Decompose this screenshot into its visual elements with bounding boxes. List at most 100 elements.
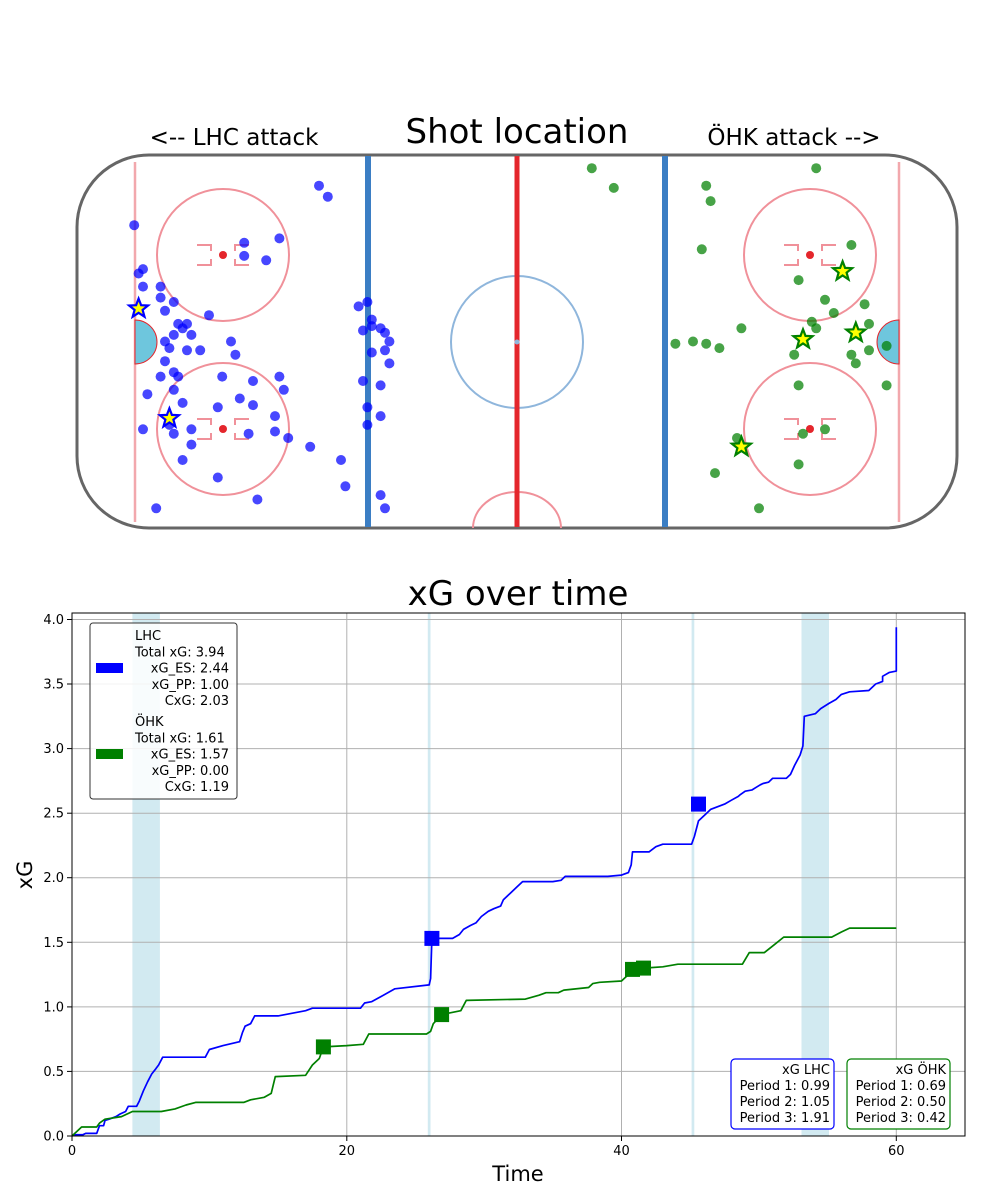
y-tick-label: 1.5	[43, 936, 64, 951]
legend-text-lhc: Total xG: 3.94	[134, 645, 225, 660]
legend-text-ohk: CxG: 1.19	[165, 780, 229, 795]
shot-point-lhc	[274, 371, 285, 382]
shot-point-lhc	[375, 490, 386, 501]
legend-text-lhc: xG_ES: 2.44	[151, 662, 229, 677]
shot-point-lhc	[358, 376, 368, 386]
shot-point-ohk	[696, 244, 707, 255]
shot-point-lhc	[164, 343, 175, 354]
goal-star-lhc	[126, 295, 152, 320]
shot-point-ohk	[701, 338, 712, 349]
shot-point-ohk	[705, 196, 716, 207]
shot-point-lhc	[212, 402, 223, 413]
shot-point-lhc	[133, 268, 144, 279]
shot-point-lhc	[362, 297, 373, 307]
shot-point-lhc	[322, 191, 333, 202]
shot-point-ohk	[859, 299, 870, 310]
legend-text-ohk: xG_PP: 0.00	[152, 764, 229, 779]
shot-point-lhc	[182, 345, 192, 356]
y-tick-label: 1.0	[43, 1000, 64, 1015]
power-play-band	[691, 613, 695, 1136]
period-box-ohk	[846, 1058, 951, 1130]
x-axis-label: Time	[491, 1162, 543, 1186]
shot-point-ohk	[864, 345, 874, 356]
shot-point-ohk	[798, 428, 808, 439]
shot-location-chart: Shot location <-- LHC attack ÖHK attack …	[75, 112, 959, 530]
period-box-text-lhc: Period 1: 0.99	[740, 1079, 830, 1094]
period-box-text-lhc: Period 3: 1.91	[740, 1111, 830, 1126]
shot-point-lhc	[151, 503, 162, 514]
shot-point-lhc	[168, 428, 179, 439]
shot-point-lhc	[186, 424, 197, 435]
shot-point-lhc	[212, 472, 223, 483]
shot-point-lhc	[234, 393, 245, 404]
shot-point-lhc	[375, 380, 386, 391]
shot-point-lhc	[160, 356, 170, 367]
shot-point-ohk	[670, 338, 681, 349]
faceoff-circle-bottom-left	[156, 362, 290, 496]
period-box-text-ohk: xG ÖHK	[896, 1061, 947, 1078]
shot-point-lhc	[252, 494, 263, 505]
legend-text-ohk: xG_ES: 1.57	[151, 748, 229, 763]
shot-point-lhc	[336, 455, 346, 465]
shot-point-lhc	[195, 345, 206, 356]
shot-point-ohk	[820, 294, 830, 305]
shot-point-ohk	[688, 336, 698, 347]
shot-point-ohk	[864, 318, 874, 329]
shot-markers	[129, 163, 892, 514]
shot-point-lhc	[186, 329, 197, 340]
shot-point-ohk	[793, 459, 804, 470]
legend-swatch-lhc	[96, 663, 123, 673]
shot-point-lhc	[270, 411, 280, 422]
shot-point-lhc	[177, 455, 188, 465]
x-tick-label: 0	[68, 1144, 76, 1159]
shot-point-lhc	[129, 220, 140, 231]
xg-line-lhc	[71, 627, 898, 1137]
x-tick-label: 20	[339, 1144, 356, 1159]
legend-box	[89, 622, 238, 800]
shot-point-lhc	[204, 310, 214, 321]
shot-point-ohk	[881, 340, 892, 351]
shot-point-ohk	[811, 163, 822, 174]
shot-point-lhc	[380, 503, 390, 514]
shot-point-lhc	[239, 250, 250, 261]
shot-point-ohk	[811, 323, 822, 334]
y-tick-label: 0.0	[43, 1130, 64, 1145]
shot-point-lhc	[274, 233, 285, 244]
power-play-band	[801, 613, 829, 1136]
shot-point-ohk	[754, 503, 764, 514]
shot-point-ohk	[789, 349, 800, 360]
shot-point-ohk	[714, 343, 725, 354]
shot-point-lhc	[168, 384, 179, 395]
shot-point-ohk	[881, 380, 892, 391]
shot-point-lhc	[186, 439, 197, 450]
period-box-text-ohk: Period 3: 0.42	[856, 1111, 946, 1126]
shot-point-lhc	[261, 255, 272, 266]
legend-text-lhc: LHC	[135, 629, 161, 644]
shot-point-lhc	[305, 441, 316, 452]
goal-star-ohk	[790, 326, 816, 350]
shot-point-lhc	[340, 481, 351, 492]
legend-text-ohk: ÖHK	[135, 713, 164, 730]
y-axis-label: xG	[13, 861, 37, 890]
y-tick-label: 2.0	[43, 871, 64, 886]
power-play-band	[427, 613, 431, 1136]
shot-point-lhc	[160, 305, 170, 316]
goal-star-lhc	[156, 405, 182, 429]
shot-point-ohk	[820, 424, 830, 435]
shot-point-ohk	[846, 349, 857, 360]
shot-point-lhc	[155, 371, 166, 382]
period-box-text-lhc: xG LHC	[782, 1063, 830, 1078]
shot-point-lhc	[362, 402, 373, 413]
shot-point-lhc	[177, 397, 188, 408]
shot-point-lhc	[375, 323, 386, 334]
y-tick-label: 3.0	[43, 742, 64, 757]
goal-marker-ohk	[315, 1039, 331, 1055]
shot-point-lhc	[243, 428, 254, 439]
shot-point-ohk	[828, 308, 839, 318]
shot-point-lhc	[138, 281, 148, 292]
goal-marker-lhc	[691, 796, 706, 812]
shot-point-lhc	[248, 400, 258, 411]
